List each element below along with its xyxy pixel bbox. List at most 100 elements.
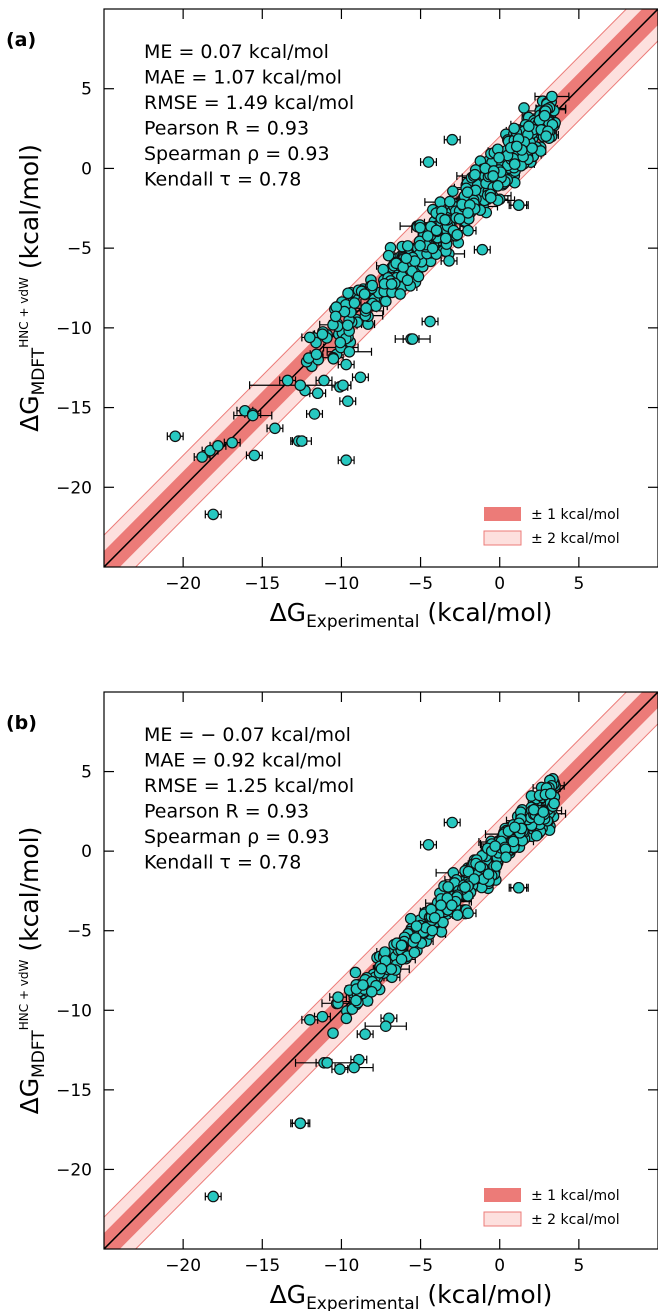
data-point	[430, 224, 443, 237]
data-point	[406, 333, 419, 345]
panel-label: (b)	[6, 712, 37, 734]
y-tick-label: −20	[56, 478, 92, 498]
data-point	[484, 191, 497, 204]
data-point	[409, 932, 422, 944]
data-point	[489, 840, 501, 852]
data-point	[500, 851, 512, 864]
data-point	[426, 242, 439, 255]
data-point	[487, 170, 499, 182]
data-point	[332, 991, 344, 1003]
data-point	[354, 371, 367, 384]
x-axis-label: ΔGExperimental (kcal/mol)	[270, 598, 553, 632]
data-point	[461, 186, 474, 198]
x-tick-label: −5	[408, 1256, 433, 1276]
data-point	[350, 994, 362, 1007]
stats-line: Pearson R = 0.93	[144, 801, 309, 823]
data-point	[482, 868, 495, 880]
legend-swatch-1	[484, 1188, 521, 1202]
y-axis-label: ΔGMDFTHNC + vdW (kcal/mol)	[15, 827, 49, 1115]
axes-frame	[103, 691, 658, 1250]
data-point	[446, 816, 459, 829]
stats-line: Pearson R = 0.93	[144, 118, 309, 140]
legend: ± 1 kcal/mol ± 2 kcal/mol	[483, 1188, 620, 1228]
data-point	[468, 873, 481, 885]
data-point	[343, 345, 356, 358]
data-point	[321, 1057, 333, 1069]
stats-line: ME = − 0.07 kcal/mol	[144, 724, 351, 746]
data-point	[540, 130, 552, 142]
panel-1: −20 −20 −15 −15 −10 −10 −5 −5 0 0 5 5 (b) ME = − 0.07…	[6, 691, 658, 1311]
data-point	[414, 239, 426, 252]
data-point	[400, 252, 413, 265]
data-point	[382, 249, 395, 262]
data-points	[207, 773, 561, 1203]
data-point	[530, 829, 543, 842]
data-point	[510, 140, 523, 153]
legend-label: ± 2 kcal/mol	[531, 1212, 620, 1228]
x-tick-label: −20	[165, 1256, 201, 1276]
data-point	[281, 374, 294, 387]
data-point	[327, 352, 340, 365]
x-axis-label: ΔGExperimental (kcal/mol)	[270, 1280, 553, 1311]
data-point	[212, 440, 224, 452]
data-point	[359, 1028, 371, 1040]
data-point	[269, 422, 281, 435]
data-point	[412, 270, 425, 283]
data-point	[528, 803, 540, 816]
data-point	[453, 213, 466, 225]
data-point	[451, 228, 464, 241]
panel-0: −20 −20 −15 −15 −10 −10 −5 −5 0 0 5 5 (a) ME = 0.07 k…	[6, 8, 658, 632]
data-point	[426, 924, 439, 937]
stats-line: MAE = 0.92 kcal/mol	[144, 750, 342, 772]
legend: ± 1 kcal/mol ± 2 kcal/mol	[483, 507, 620, 547]
y-tick-label: −15	[56, 1081, 92, 1101]
data-point	[358, 288, 371, 300]
data-point	[340, 454, 352, 466]
data-point	[508, 158, 521, 170]
data-point	[334, 336, 347, 349]
data-point	[474, 860, 487, 873]
x-tick-label: 5	[573, 574, 584, 594]
data-point	[462, 207, 474, 219]
data-point	[375, 962, 388, 975]
data-point	[196, 451, 208, 463]
data-point	[508, 122, 520, 135]
data-point	[439, 232, 452, 245]
x-tick-label: −15	[244, 574, 280, 594]
data-point	[294, 1117, 307, 1130]
data-point	[446, 899, 458, 912]
data-point	[318, 374, 330, 387]
data-point	[357, 979, 369, 991]
data-point	[342, 287, 354, 300]
y-tick-label: −5	[67, 239, 92, 259]
data-point	[435, 899, 447, 911]
data-point	[401, 274, 414, 287]
data-point	[446, 133, 459, 146]
data-point	[226, 436, 239, 449]
data-point	[443, 195, 456, 208]
data-point	[296, 435, 308, 447]
stats-line: MAE = 1.07 kcal/mol	[144, 67, 342, 89]
data-point	[439, 213, 451, 226]
plot-area	[104, 9, 658, 567]
y-tick-label: −5	[67, 922, 92, 942]
y-tick-label: −15	[56, 399, 92, 419]
data-point	[422, 838, 435, 851]
data-point	[341, 319, 354, 332]
data-point	[310, 348, 323, 361]
data-point	[341, 395, 354, 407]
x-tick-label: −10	[323, 574, 359, 594]
stats-line: Kendall τ = 0.78	[144, 169, 301, 191]
data-point	[395, 953, 408, 966]
data-point	[428, 912, 441, 924]
data-point	[207, 508, 220, 521]
data-point	[401, 240, 414, 252]
data-point	[544, 787, 557, 800]
data-point	[522, 120, 535, 133]
data-point	[370, 300, 382, 312]
legend-swatch-2	[483, 530, 522, 546]
data-point	[316, 328, 329, 341]
data-point	[340, 358, 352, 371]
data-point	[329, 310, 342, 323]
